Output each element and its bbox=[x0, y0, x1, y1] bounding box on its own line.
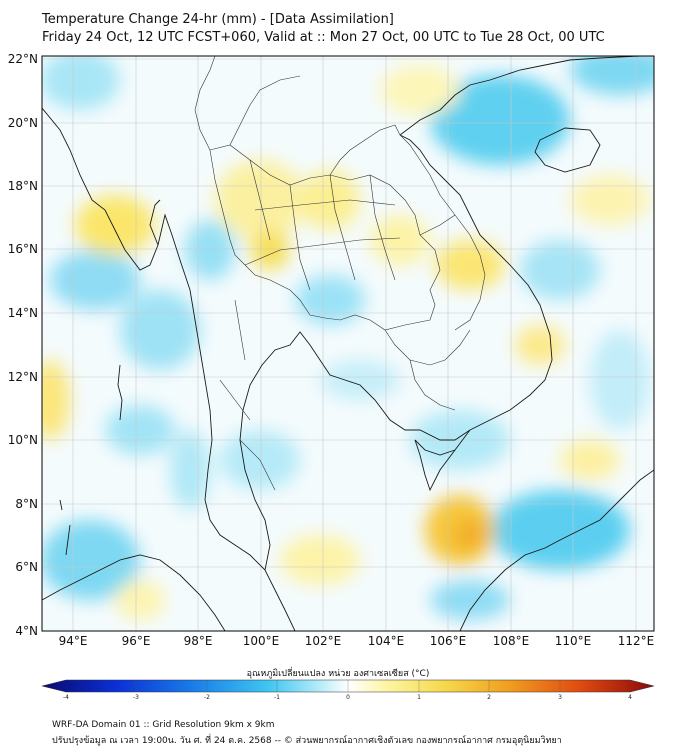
lon-label: 112°E bbox=[618, 634, 655, 648]
lon-label: 94°E bbox=[59, 634, 88, 648]
latitude-labels: 22°N 20°N 18°N 16°N 14°N 12°N 10°N 8°N 6… bbox=[8, 52, 38, 638]
colorbar-tick: -3 bbox=[133, 694, 139, 701]
borders bbox=[194, 56, 486, 491]
colorbar-tick: 2 bbox=[487, 694, 491, 701]
colorbar-tick: -1 bbox=[274, 694, 280, 701]
gridlines bbox=[42, 56, 654, 631]
colorbar-tick: -4 bbox=[63, 694, 69, 701]
lon-label: 110°E bbox=[555, 634, 592, 648]
lon-label: 102°E bbox=[305, 634, 342, 648]
colorbar-tick: 1 bbox=[417, 694, 421, 701]
map-title: Temperature Change 24-hr (mm) - [Data As… bbox=[42, 12, 394, 27]
lat-label: 10°N bbox=[8, 433, 38, 447]
coastlines bbox=[42, 56, 654, 631]
lat-label: 8°N bbox=[15, 497, 38, 511]
colorbar-ticks: -4 -3 -2 -1 0 1 2 3 4 bbox=[63, 694, 632, 701]
lon-label: 108°E bbox=[493, 634, 530, 648]
lat-label: 4°N bbox=[15, 624, 38, 638]
longitude-labels: 94°E 96°E 98°E 100°E 102°E 104°E 106°E 1… bbox=[59, 634, 655, 648]
lat-label: 12°N bbox=[8, 370, 38, 384]
map-frame bbox=[41, 55, 655, 632]
lat-label: 22°N bbox=[8, 52, 38, 66]
lat-label: 16°N bbox=[8, 242, 38, 256]
lat-label: 20°N bbox=[8, 116, 38, 130]
lon-label: 96°E bbox=[122, 634, 151, 648]
colorbar: -4 -3 -2 -1 0 1 2 3 4 bbox=[41, 679, 655, 701]
map-subtitle: Friday 24 Oct, 12 UTC FCST+060, Valid at… bbox=[42, 30, 605, 45]
lon-label: 100°E bbox=[243, 634, 280, 648]
colorbar-tick: 3 bbox=[558, 694, 562, 701]
colorbar-tick: -2 bbox=[204, 694, 210, 701]
colorbar-segments bbox=[135, 680, 561, 692]
lon-label: 98°E bbox=[184, 634, 213, 648]
footer-model-info: WRF-DA Domain 01 :: Grid Resolution 9km … bbox=[52, 720, 275, 730]
colorbar-tick: 0 bbox=[346, 694, 350, 701]
lon-label: 104°E bbox=[368, 634, 405, 648]
colorbar-tick: 4 bbox=[628, 694, 632, 701]
footer-credit: ปรับปรุงข้อมูล ณ เวลา 19:00น. วัน ศ. ที่… bbox=[52, 736, 562, 746]
lat-label: 14°N bbox=[8, 306, 38, 320]
colorbar-title: อุณหภูมิเปลี่ยนแปลง หน่วย องศาเซลเซียส (… bbox=[246, 669, 430, 679]
temperature-field bbox=[42, 56, 654, 631]
lat-label: 18°N bbox=[8, 179, 38, 193]
lon-label: 106°E bbox=[430, 634, 467, 648]
lat-label: 6°N bbox=[15, 560, 38, 574]
